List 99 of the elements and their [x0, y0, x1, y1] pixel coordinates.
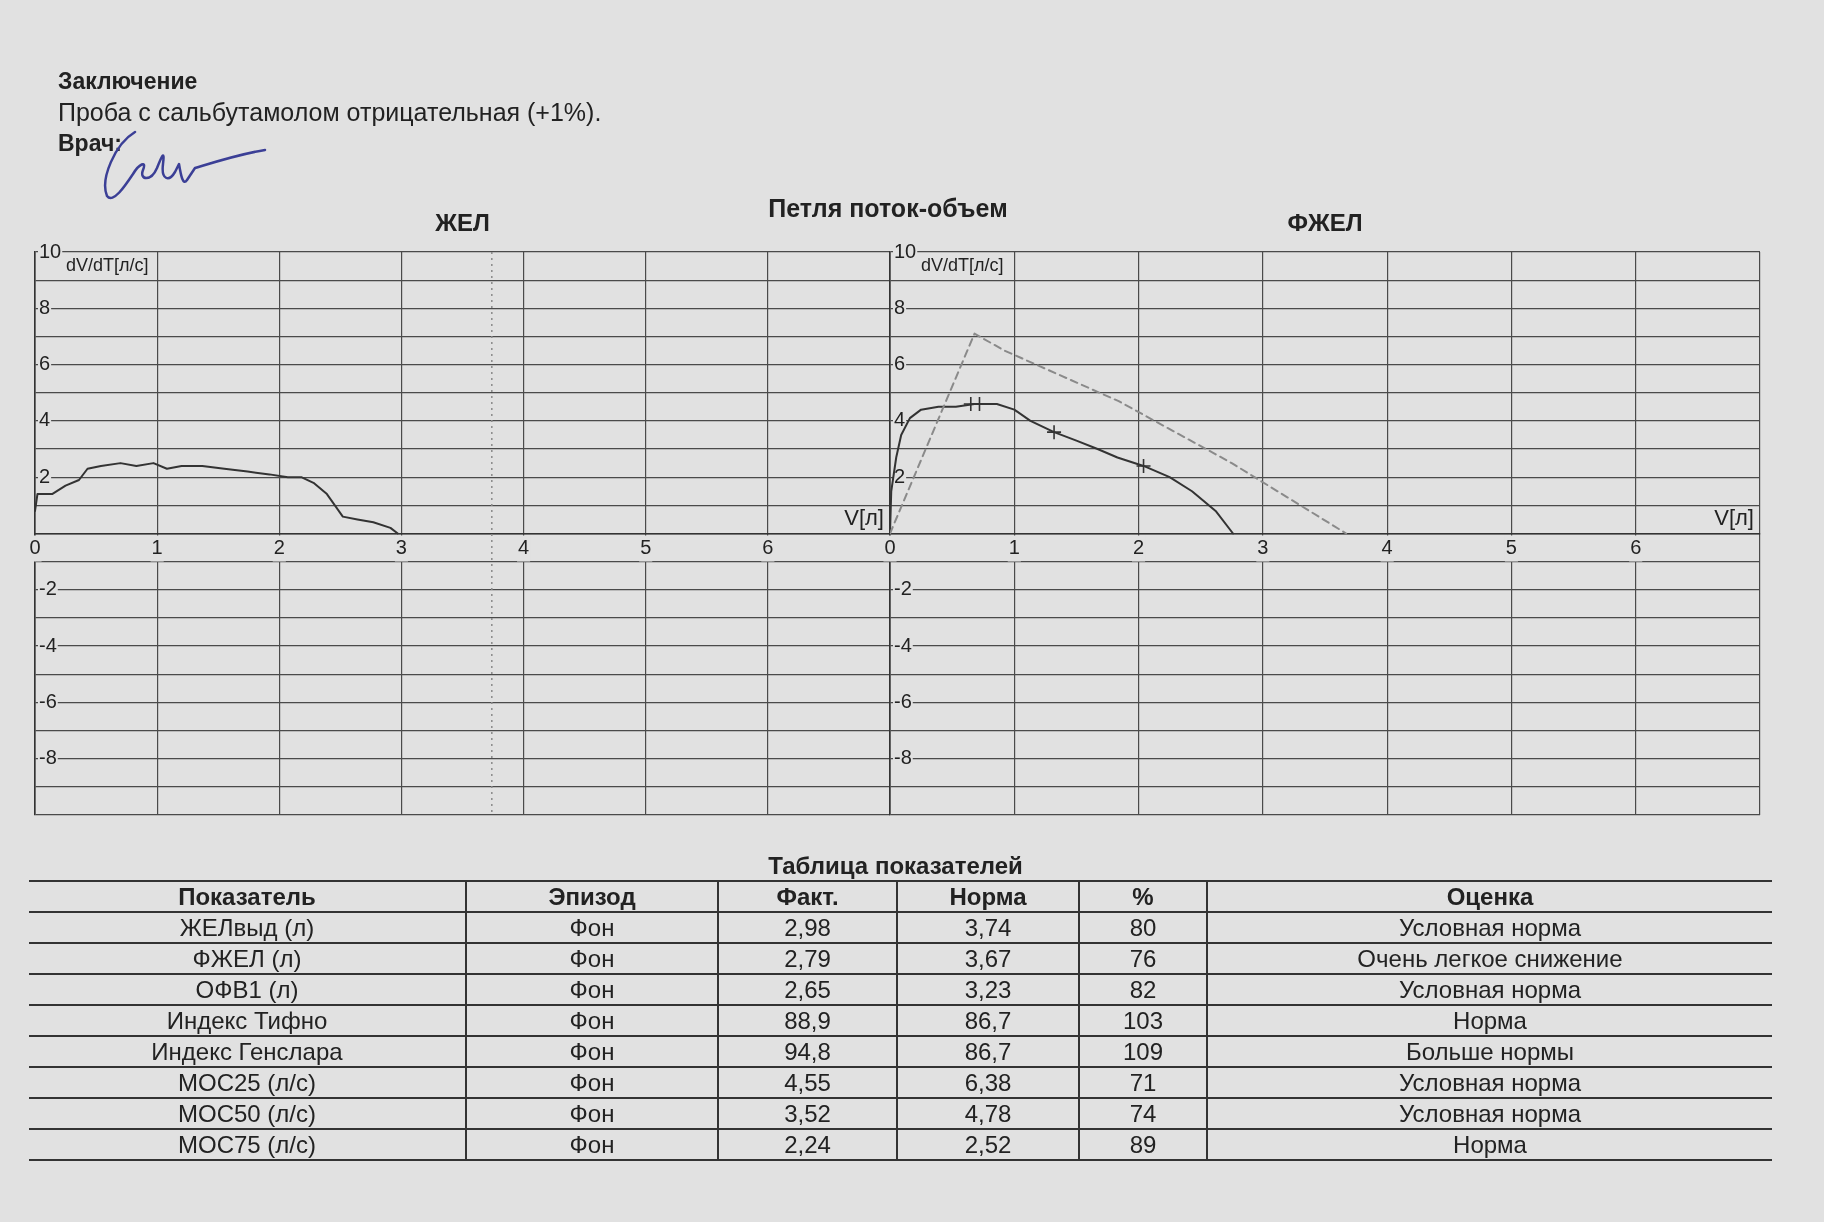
y-tick-label: 2 — [894, 464, 906, 487]
text: Фон — [569, 914, 615, 941]
text: Условная норма — [1398, 914, 1582, 941]
category-label: % — [1079, 881, 1207, 912]
text: 3,67 — [964, 945, 1012, 972]
x-tick-label: 4 — [1381, 536, 1393, 559]
text: 2,79 — [784, 945, 831, 972]
text: МОС25 (л/с) — [177, 1069, 316, 1096]
text: Фон — [569, 1100, 615, 1127]
text: 2,98 — [784, 914, 831, 941]
text: МОС50 (л/с) — [177, 1100, 316, 1127]
text: Фон — [569, 1038, 615, 1065]
y-tick-label: -8 — [894, 746, 912, 769]
text: 76 — [1129, 945, 1157, 972]
text: Норма — [1453, 1131, 1527, 1158]
text: 71 — [1129, 1069, 1157, 1096]
y-tick-label: 10 — [39, 239, 62, 262]
y-axis-title: dV/dT[л/с] — [66, 254, 149, 275]
x-axis-title: V[л] — [844, 504, 884, 530]
x-tick-label: 0 — [884, 536, 896, 559]
text: 6,38 — [964, 1069, 1012, 1096]
text: 4,55 — [784, 1069, 831, 1096]
y-tick-label: 6 — [39, 352, 51, 375]
x-tick-label: 1 — [1008, 536, 1020, 559]
text: МОС75 (л/с) — [177, 1131, 316, 1158]
y-tick-label: -2 — [39, 577, 57, 600]
text: 89 — [1129, 1131, 1157, 1158]
x-tick-label: 0 — [29, 536, 41, 559]
text: 109 — [1122, 1038, 1164, 1065]
x-axis-title: V[л] — [1714, 504, 1754, 530]
y-tick-label: 4 — [39, 408, 51, 431]
text: Фон — [569, 1131, 615, 1158]
category-label: Норма — [897, 881, 1079, 912]
text: 4,78 — [964, 1100, 1012, 1127]
y-tick-label: 4 — [894, 408, 906, 431]
y-tick-label: -6 — [39, 689, 57, 712]
x-tick-label: 5 — [640, 536, 652, 559]
text: 94,8 — [784, 1038, 831, 1065]
y-tick-label: -4 — [894, 633, 912, 656]
text: 2,65 — [784, 976, 831, 1003]
text: ОФВ1 (л) — [195, 976, 299, 1003]
text: 88,9 — [784, 1007, 831, 1034]
y-tick-label: -2 — [894, 577, 912, 600]
y-tick-label: 8 — [39, 295, 51, 318]
x-tick-label: 2 — [273, 536, 285, 559]
text: Очень легкое снижение — [1357, 945, 1623, 972]
category-label: Эпизод — [466, 881, 718, 912]
text: Индекс Генслара — [151, 1038, 343, 1065]
chart-title: ФЖЕЛ — [1287, 209, 1363, 236]
text: Фон — [569, 945, 615, 972]
y-tick-label: -4 — [39, 633, 57, 656]
text: 3,74 — [964, 914, 1012, 941]
x-tick-label: 6 — [1630, 536, 1642, 559]
text: 80 — [1129, 914, 1157, 941]
point — [1046, 424, 1062, 440]
text: Условная норма — [1398, 1100, 1582, 1127]
text: Больше нормы — [1405, 1038, 1575, 1065]
x-tick-label: 1 — [151, 536, 163, 559]
x-tick-label: 3 — [395, 536, 407, 559]
text: Индекс Тифно — [166, 1007, 328, 1034]
chart-title: ЖЕЛ — [435, 209, 490, 236]
text: 2,52 — [964, 1131, 1012, 1158]
text: ЖЕЛвыд (л) — [179, 914, 315, 941]
category-label: Показатель — [29, 881, 466, 912]
category-label: Факт. — [718, 881, 897, 912]
y-axis-title: dV/dT[л/с] — [921, 254, 1004, 275]
text: Условная норма — [1398, 1069, 1582, 1096]
text: Норма — [1453, 1007, 1527, 1034]
x-tick-label: 4 — [518, 536, 530, 559]
text: 2,24 — [784, 1131, 831, 1158]
text: 86,7 — [964, 1038, 1012, 1065]
text: Фон — [569, 1069, 615, 1096]
text: Фон — [569, 1007, 615, 1034]
text: 74 — [1129, 1100, 1157, 1127]
x-tick-label: 6 — [762, 536, 774, 559]
text: Петля поток-объем — [768, 194, 1008, 222]
x-tick-label: 2 — [1133, 536, 1145, 559]
text: Проба с сальбутамолом отрицательная (+1%). — [58, 97, 602, 128]
text: ФЖЕЛ (л) — [192, 945, 302, 972]
x-tick-label: 3 — [1257, 536, 1269, 559]
y-tick-label: 8 — [894, 295, 906, 318]
text: 82 — [1129, 976, 1157, 1003]
y-tick-label: -8 — [39, 746, 57, 769]
y-tick-label: 10 — [894, 239, 917, 262]
y-tick-label: 2 — [39, 464, 51, 487]
point — [1135, 458, 1152, 474]
x-tick-label: 5 — [1505, 536, 1517, 559]
category-label: Оценка — [1207, 881, 1772, 912]
text: 3,23 — [964, 976, 1012, 1003]
text: 103 — [1122, 1007, 1164, 1034]
y-tick-label: -6 — [894, 689, 912, 712]
text: 86,7 — [964, 1007, 1012, 1034]
text: Условная норма — [1398, 976, 1582, 1003]
text: Фон — [569, 976, 615, 1003]
y-tick-label: 6 — [894, 352, 906, 375]
text: 3,52 — [784, 1100, 831, 1127]
text: Таблица показателей — [767, 852, 1024, 880]
text: Врач: — [58, 129, 123, 158]
text: Заключение — [58, 67, 199, 96]
